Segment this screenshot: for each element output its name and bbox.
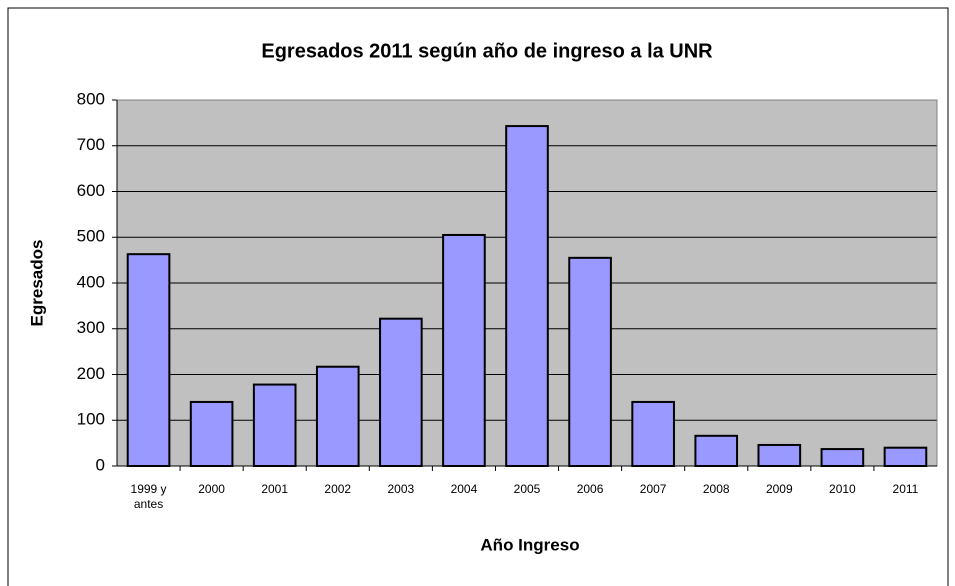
bar	[505, 125, 549, 467]
x-axis-label: Año Ingreso	[480, 535, 579, 554]
x-tick-label: 1999 y antes	[130, 482, 167, 511]
y-tick-label: 700	[77, 135, 105, 154]
x-tick-label: 2009	[765, 482, 793, 496]
bar	[883, 446, 928, 468]
x-tick-label: 2003	[387, 482, 415, 496]
bar	[568, 256, 612, 467]
bar	[379, 317, 423, 467]
bar	[315, 365, 360, 467]
bar	[757, 443, 802, 467]
bar	[631, 400, 675, 468]
y-tick-label: 0	[96, 455, 105, 474]
y-tick-label: 400	[77, 272, 105, 291]
chart-title: Egresados 2011 según año de ingreso a la…	[261, 40, 713, 62]
x-tick-label: 2007	[639, 482, 667, 496]
bar	[126, 253, 171, 467]
x-tick-label: 2005	[513, 482, 541, 496]
x-tick-label: 2002	[324, 482, 352, 496]
y-tick-label: 100	[77, 410, 105, 429]
x-tick-label: 2004	[450, 482, 478, 496]
x-tick-label: 2008	[702, 482, 730, 496]
bar	[189, 400, 234, 468]
y-axis-label: Egresados	[27, 240, 46, 327]
x-tick-label: 2001	[261, 482, 289, 496]
x-tick-label: 2010	[829, 482, 856, 496]
y-tick-label: 500	[77, 227, 105, 246]
x-tick-label: 2006	[576, 482, 604, 496]
y-tick-label: 600	[77, 181, 105, 200]
bar	[820, 448, 865, 468]
y-tick-label: 200	[77, 364, 105, 383]
y-tick-label: 800	[77, 89, 105, 108]
x-tick-label: 2000	[198, 482, 225, 496]
bar	[694, 434, 739, 467]
x-tick-label: 2011	[892, 482, 919, 496]
y-tick-label: 300	[77, 318, 105, 337]
bar	[442, 233, 486, 467]
bar	[252, 383, 297, 467]
